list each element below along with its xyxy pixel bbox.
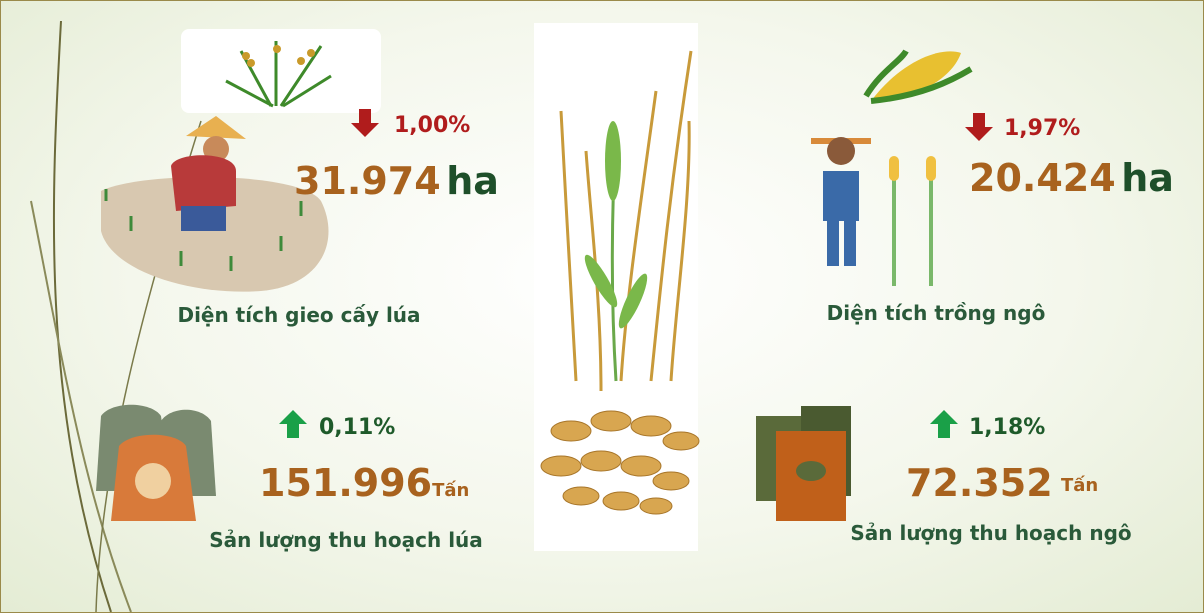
unit: Tấn	[1061, 475, 1098, 496]
change: 1,97%	[1004, 116, 1080, 141]
label: Sản lượng thu hoạch lúa	[209, 528, 483, 552]
unit: ha	[446, 159, 499, 203]
amount-line: 151.996Tấn	[259, 461, 469, 505]
label: Diện tích gieo cấy lúa	[177, 303, 420, 327]
amount: 31.974	[294, 159, 441, 203]
unit: ha	[1121, 156, 1174, 200]
change: 1,18%	[969, 415, 1045, 440]
label: Diện tích trồng ngô	[827, 301, 1046, 325]
change: 0,11%	[319, 415, 395, 440]
amount: 20.424	[969, 156, 1116, 200]
amount: 72.352	[906, 461, 1053, 505]
infographic: 1,00% 31.974 ha Diện tích gieo cấy lúa 1…	[0, 0, 1204, 613]
label: Sản lượng thu hoạch ngô	[850, 521, 1131, 545]
amount-line: 20.424 ha	[969, 156, 1174, 200]
amount: 151.996	[259, 461, 432, 505]
amount-line: 31.974 ha	[294, 159, 499, 203]
change: 1,00%	[394, 113, 470, 138]
unit: Tấn	[432, 480, 469, 501]
